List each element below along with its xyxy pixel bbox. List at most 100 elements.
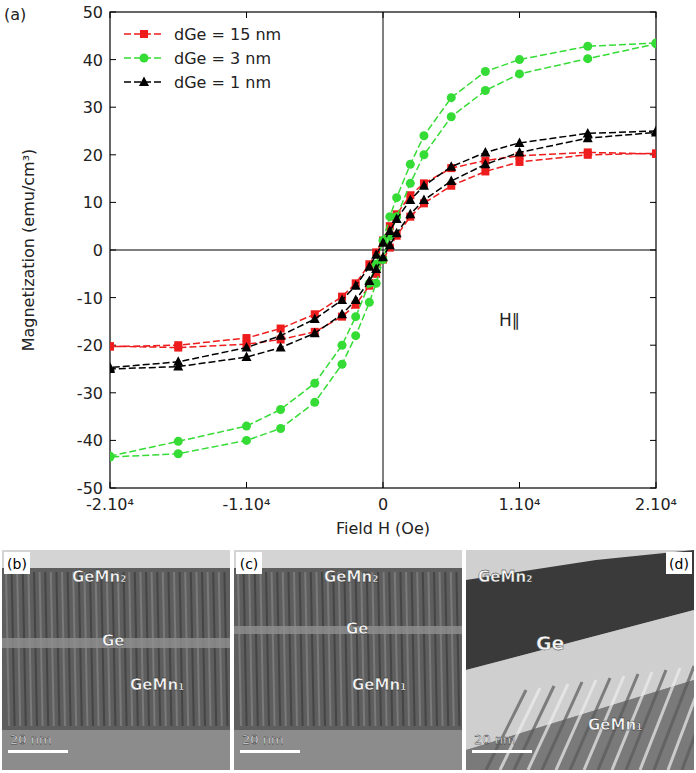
column — [344, 572, 347, 726]
column — [372, 572, 375, 726]
column — [244, 572, 247, 726]
data-point — [173, 361, 183, 371]
data-point — [515, 147, 525, 157]
column — [73, 572, 76, 726]
layer-label: GeMn₂ — [72, 568, 127, 586]
y-tick — [110, 440, 116, 441]
legend-marker — [140, 30, 148, 38]
layer-label: Ge — [102, 632, 125, 650]
data-point — [583, 54, 592, 63]
scale-bar — [8, 750, 68, 753]
column — [384, 572, 387, 726]
column — [152, 572, 155, 726]
column — [6, 572, 9, 726]
x-tick — [246, 12, 247, 18]
layer-label: GeMn₁ — [130, 676, 185, 694]
data-point — [242, 352, 252, 362]
data-point — [242, 436, 251, 445]
data-point — [371, 249, 381, 259]
layer-label: GeMn₁ — [352, 676, 407, 694]
column — [219, 572, 222, 726]
y-tick — [110, 202, 116, 203]
data-point — [419, 180, 429, 190]
x-tick — [383, 482, 384, 488]
column — [316, 572, 319, 726]
column — [395, 572, 398, 726]
legend-label: dGe = 15 nm — [174, 25, 281, 44]
column — [328, 572, 331, 726]
data-point — [242, 422, 251, 431]
data-point — [174, 437, 183, 446]
data-point — [481, 167, 489, 175]
y-tick-label: -40 — [77, 431, 103, 450]
data-point — [276, 330, 286, 340]
y-tick — [110, 297, 116, 298]
y-tick-label: -20 — [77, 336, 103, 355]
legend: dGe = 15 nmdGe = 3 nmdGe = 1 nm — [124, 25, 281, 92]
layer-label: Ge — [346, 620, 369, 638]
data-point — [392, 193, 401, 202]
column — [96, 572, 99, 726]
data-point — [419, 195, 429, 205]
data-point — [405, 195, 415, 205]
column — [51, 572, 54, 726]
data-point — [652, 39, 657, 48]
column — [417, 572, 420, 726]
data-point — [351, 312, 360, 321]
data-point — [385, 240, 395, 250]
column — [440, 572, 443, 726]
panel-letter-box — [4, 552, 30, 574]
column — [361, 572, 364, 726]
x-tick — [383, 12, 384, 18]
data-point — [392, 228, 402, 238]
y-tick-label: 40 — [83, 51, 103, 70]
data-point — [446, 161, 456, 171]
data-point — [516, 158, 524, 166]
series-line — [110, 152, 656, 347]
data-point — [406, 179, 415, 188]
column — [283, 572, 286, 726]
column — [400, 572, 403, 726]
series-group — [110, 38, 656, 461]
column — [168, 572, 171, 726]
y-tick — [110, 392, 116, 393]
data-point — [584, 151, 592, 159]
data-point — [406, 160, 415, 169]
field-direction: H∥ — [499, 310, 520, 330]
cap — [2, 550, 230, 568]
column — [428, 572, 431, 726]
column — [249, 572, 252, 726]
y-tick — [110, 59, 116, 60]
data-point — [351, 294, 361, 304]
data-point — [310, 328, 320, 338]
data-point — [110, 342, 114, 350]
data-point — [446, 175, 456, 185]
column — [305, 572, 308, 726]
data-point — [371, 264, 381, 274]
data-point — [652, 149, 656, 157]
y-tick — [110, 488, 116, 489]
column — [196, 572, 199, 726]
panel-letter: (b) — [7, 556, 27, 572]
panel-letter: (d) — [669, 556, 689, 572]
data-point — [351, 280, 361, 290]
column — [84, 572, 87, 726]
column — [339, 572, 342, 726]
data-point — [378, 252, 388, 262]
column — [389, 572, 392, 726]
data-point — [419, 150, 428, 159]
column — [68, 572, 71, 726]
image-content — [234, 550, 462, 770]
x-tick — [110, 12, 111, 18]
scale-bar — [240, 750, 300, 753]
data-point — [242, 342, 252, 352]
column — [180, 572, 183, 726]
column — [224, 572, 227, 726]
scale-bar-label: 20 nm — [474, 732, 516, 747]
data-point — [378, 237, 388, 247]
x-tick-label: -1.10⁴ — [223, 495, 271, 514]
scale-bar-label: 20 nm — [242, 732, 284, 747]
column — [406, 572, 409, 726]
column — [146, 572, 149, 726]
data-point — [481, 67, 490, 76]
